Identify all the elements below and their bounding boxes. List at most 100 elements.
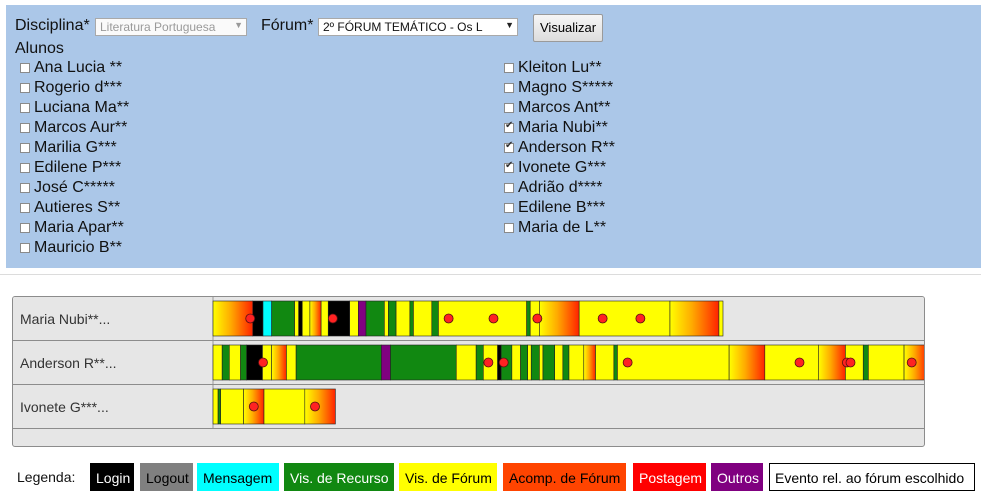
student-checkbox-ivonete-g[interactable]: Ivonete G*** — [504, 158, 606, 178]
timeline-segment-acomp[interactable] — [309, 300, 322, 337]
checkbox[interactable] — [20, 123, 30, 133]
student-checkbox-rogerio-d[interactable]: Rogerio d*** — [20, 78, 122, 98]
student-checkbox-ana-lucia[interactable]: Ana Lucia ** — [20, 58, 122, 78]
post-marker[interactable] — [622, 357, 633, 368]
checkbox[interactable] — [504, 160, 514, 173]
checkbox[interactable] — [504, 63, 514, 73]
post-marker[interactable] — [245, 313, 256, 324]
student-checkbox-edilene-p[interactable]: Edilene P*** — [20, 158, 121, 178]
checkbox[interactable] — [504, 83, 514, 93]
timeline-segment-recurso[interactable] — [431, 300, 439, 337]
checkbox[interactable] — [20, 63, 30, 73]
student-checkbox-maria-apar[interactable]: Maria Apar** — [20, 218, 124, 238]
timeline-segment-forum[interactable] — [595, 344, 615, 381]
timeline-segment-recurso[interactable] — [520, 344, 528, 381]
timeline-segment-forum[interactable] — [320, 300, 329, 337]
disciplina-select[interactable]: Literatura Portuguesa ▼ — [95, 18, 247, 36]
timeline-segment-recurso[interactable] — [217, 388, 221, 425]
timeline-segment-acomp[interactable] — [728, 344, 766, 381]
timeline-segment-forum[interactable] — [718, 300, 724, 337]
timeline-segment-recurso[interactable] — [240, 344, 247, 381]
timeline-segment-forum[interactable] — [212, 388, 219, 425]
timeline-segment-acomp[interactable] — [818, 344, 846, 381]
post-marker[interactable] — [483, 357, 494, 368]
timeline-segment-forum[interactable] — [384, 300, 389, 337]
post-marker[interactable] — [443, 313, 454, 324]
checkbox[interactable] — [504, 223, 514, 233]
forum-select[interactable]: 2º FÓRUM TEMÁTICO - Os L ▼ — [318, 18, 518, 36]
checkbox[interactable] — [504, 203, 514, 213]
student-checkbox-anderson-r[interactable]: Anderson R** — [504, 138, 615, 158]
student-checkbox-adriao-d[interactable]: Adrião d**** — [504, 178, 603, 198]
checkbox[interactable] — [504, 103, 514, 113]
timeline-segment-forum[interactable] — [511, 344, 521, 381]
post-marker[interactable] — [635, 313, 646, 324]
timeline-segment-recurso[interactable] — [862, 344, 869, 381]
post-marker[interactable] — [597, 313, 608, 324]
student-checkbox-jose-c[interactable]: José C***** — [20, 178, 115, 198]
timeline-segment-acomp[interactable] — [669, 300, 720, 337]
student-checkbox-autieres-s[interactable]: Autieres S** — [20, 198, 120, 218]
timeline-segment-forum[interactable] — [539, 344, 544, 381]
timeline-segment-forum[interactable] — [263, 388, 306, 425]
timeline-segment-forum[interactable] — [413, 300, 433, 337]
student-checkbox-mauricio-b[interactable]: Mauricio B** — [20, 238, 122, 258]
timeline-segment-mensagem[interactable] — [262, 300, 272, 337]
timeline-segment-forum[interactable] — [617, 344, 730, 381]
timeline-segment-recurso[interactable] — [390, 344, 457, 381]
timeline-segment-forum[interactable] — [301, 300, 311, 337]
checkbox[interactable] — [20, 203, 30, 213]
checkbox[interactable] — [20, 183, 30, 193]
student-checkbox-maria-de-l[interactable]: Maria de L** — [504, 218, 606, 238]
timeline-segment-forum[interactable] — [568, 344, 585, 381]
timeline-segment-outros[interactable] — [380, 344, 391, 381]
timeline-segment-outros[interactable] — [358, 300, 367, 337]
checkbox[interactable] — [20, 103, 30, 113]
post-marker[interactable] — [310, 401, 320, 412]
post-marker[interactable] — [327, 313, 338, 324]
timeline-segment-recurso[interactable] — [562, 344, 570, 381]
post-marker[interactable] — [532, 313, 543, 324]
timeline-segment-forum[interactable] — [554, 344, 564, 381]
post-marker[interactable] — [794, 357, 805, 368]
checkbox[interactable] — [20, 243, 30, 253]
checkbox[interactable] — [504, 183, 514, 193]
checkbox[interactable] — [504, 140, 514, 153]
timeline-segment-recurso[interactable] — [530, 344, 540, 381]
post-marker[interactable] — [258, 357, 268, 368]
post-marker[interactable] — [248, 401, 259, 412]
timeline-segment-forum[interactable] — [395, 300, 411, 337]
student-checkbox-magno-s[interactable]: Magno S***** — [504, 78, 613, 98]
student-checkbox-kleiton-lu[interactable]: Kleiton Lu** — [504, 58, 602, 78]
visualizar-button[interactable]: Visualizar — [533, 14, 604, 42]
timeline-segment-forum[interactable] — [764, 344, 819, 381]
timeline-segment-acomp[interactable] — [583, 344, 596, 381]
checkbox[interactable] — [20, 223, 30, 233]
timeline-segment-forum[interactable] — [578, 300, 671, 337]
timeline-segment-acomp[interactable] — [271, 344, 287, 381]
timeline-segment-recurso[interactable] — [613, 344, 618, 381]
timeline-segment-forum[interactable] — [349, 300, 359, 337]
post-marker[interactable] — [906, 357, 917, 368]
timeline-segment-login[interactable] — [298, 300, 303, 337]
checkbox[interactable] — [20, 83, 30, 93]
timeline-segment-forum[interactable] — [527, 344, 532, 381]
student-checkbox-marilia-g[interactable]: Marilia G*** — [20, 138, 117, 158]
timeline-segment-forum[interactable] — [229, 344, 241, 381]
post-marker[interactable] — [488, 313, 499, 324]
timeline-segment-forum[interactable] — [294, 300, 299, 337]
post-marker[interactable] — [845, 357, 856, 368]
timeline-segment-recurso[interactable] — [295, 344, 382, 381]
checkbox[interactable] — [20, 163, 30, 173]
timeline-segment-forum[interactable] — [455, 344, 477, 381]
student-checkbox-luciana-ma[interactable]: Luciana Ma** — [20, 98, 129, 118]
timeline-segment-recurso[interactable] — [221, 344, 230, 381]
checkbox[interactable] — [20, 143, 30, 153]
timeline-segment-recurso[interactable] — [475, 344, 484, 381]
timeline-segment-recurso[interactable] — [542, 344, 555, 381]
timeline-segment-recurso[interactable] — [365, 300, 385, 337]
student-checkbox-edilene-b[interactable]: Edilene B*** — [504, 198, 605, 218]
student-checkbox-marcos-aur[interactable]: Marcos Aur** — [20, 118, 127, 138]
student-checkbox-maria-nubi[interactable]: Maria Nubi** — [504, 118, 608, 138]
timeline-segment-acomp[interactable] — [539, 300, 580, 337]
